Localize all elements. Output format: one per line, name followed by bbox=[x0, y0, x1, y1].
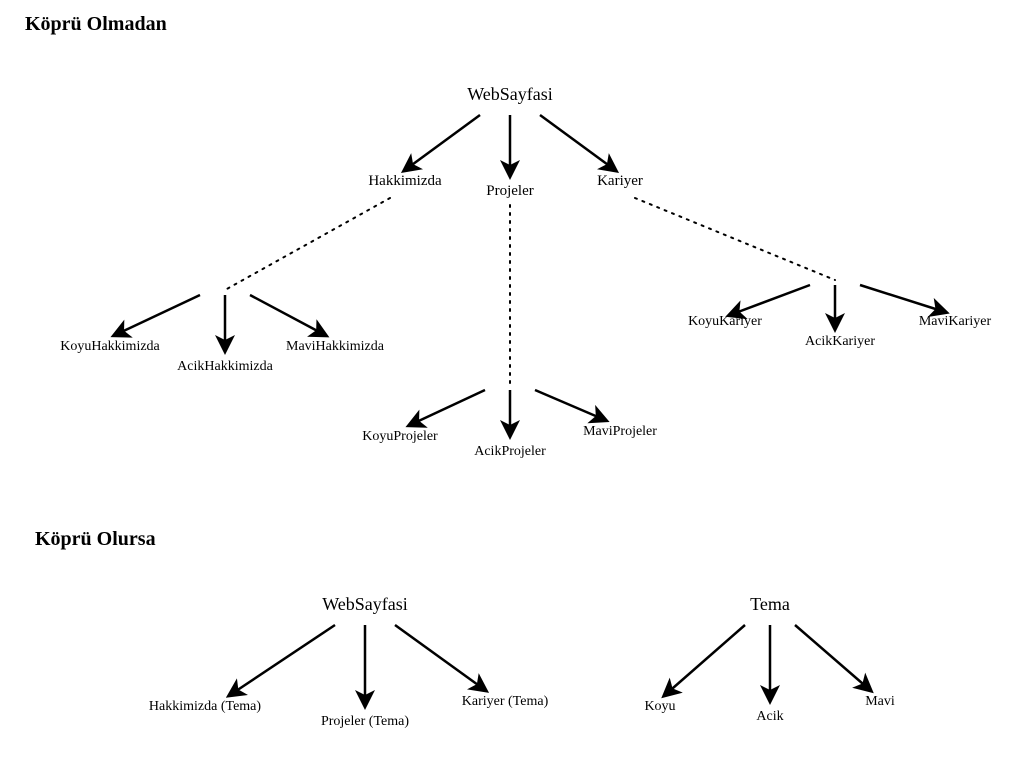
tree-edge bbox=[405, 115, 480, 170]
tree-edge bbox=[250, 295, 325, 335]
tree-node-hak2: Hakkimizda (Tema) bbox=[149, 699, 261, 714]
tree-node-maviproj: MaviProjeler bbox=[583, 424, 657, 439]
tree-node-koyuproj: KoyuProjeler bbox=[362, 429, 438, 444]
tree-edge bbox=[665, 625, 745, 695]
tree-edge bbox=[540, 115, 615, 170]
tree-node-mavikar: MaviKariyer bbox=[919, 314, 992, 329]
diagram-canvas: WebSayfasiHakkimizdaProjelerKariyerKoyuH… bbox=[0, 0, 1035, 763]
tree-node-web2: WebSayfasi bbox=[322, 594, 408, 614]
tree-node-mavi: Mavi bbox=[865, 694, 895, 709]
tree-node-proj: Projeler bbox=[486, 183, 533, 199]
tree-node-kar: Kariyer bbox=[597, 173, 643, 189]
diagram-heading: Köprü Olursa bbox=[35, 528, 156, 550]
tree-node-kar2: Kariyer (Tema) bbox=[462, 694, 549, 709]
tree-node-hak: Hakkimizda bbox=[368, 173, 442, 189]
tree-node-mavihak: MaviHakkimizda bbox=[286, 339, 385, 354]
tree-edge-dotted bbox=[635, 198, 835, 280]
tree-edge bbox=[115, 295, 200, 335]
tree-node-tema: Tema bbox=[750, 594, 790, 614]
tree-node-web1: WebSayfasi bbox=[467, 84, 553, 104]
tree-node-acik: Acik bbox=[756, 709, 783, 724]
tree-node-koyuhak: KoyuHakkimizda bbox=[60, 339, 160, 354]
edges-layer bbox=[115, 115, 945, 705]
tree-node-koyukar: KoyuKariyer bbox=[688, 314, 762, 329]
tree-node-koyu: Koyu bbox=[644, 699, 675, 714]
tree-edge bbox=[730, 285, 810, 315]
tree-node-acikkar: AcikKariyer bbox=[805, 334, 875, 349]
diagram-heading: Köprü Olmadan bbox=[25, 13, 167, 35]
tree-edge bbox=[395, 625, 485, 690]
tree-node-acikhak: AcikHakkimizda bbox=[177, 359, 273, 374]
tree-edge bbox=[410, 390, 485, 425]
tree-edge bbox=[860, 285, 945, 312]
tree-edge-dotted bbox=[225, 198, 390, 290]
nodes-layer: WebSayfasiHakkimizdaProjelerKariyerKoyuH… bbox=[60, 84, 991, 729]
tree-edge bbox=[230, 625, 335, 695]
tree-edge bbox=[535, 390, 605, 420]
tree-edge bbox=[795, 625, 870, 690]
headings-layer: Köprü Olmadan Köprü Olursa bbox=[25, 13, 167, 550]
tree-node-acikproj: AcikProjeler bbox=[474, 444, 546, 459]
tree-node-proj2: Projeler (Tema) bbox=[321, 714, 409, 729]
